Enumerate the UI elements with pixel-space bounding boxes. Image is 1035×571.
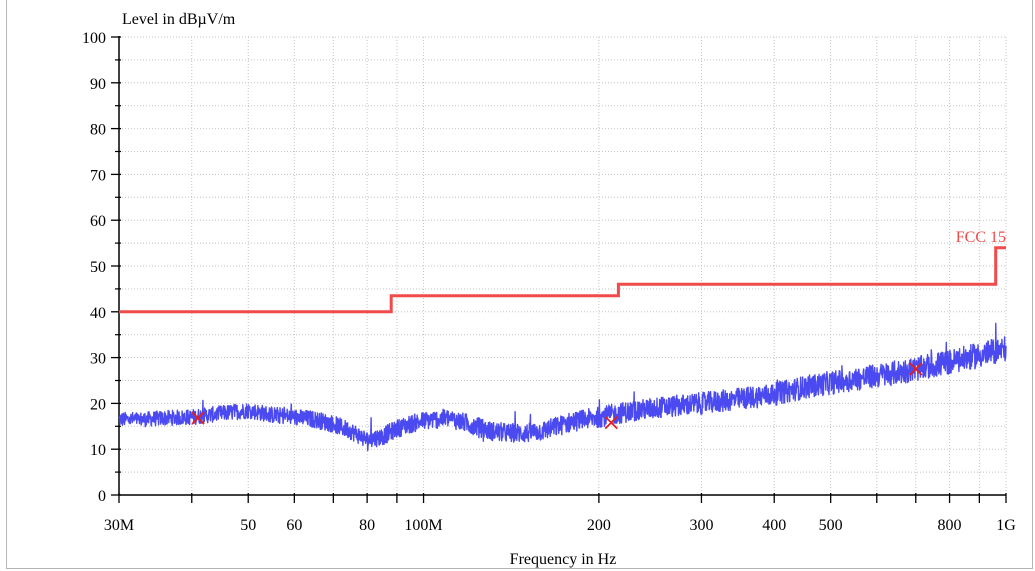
peak-marker — [604, 415, 618, 430]
x-tick-label: 60 — [286, 517, 302, 534]
limit-line-label: FCC 15 — [956, 229, 1006, 246]
y-tick-label: 80 — [90, 122, 106, 139]
y-tick-label: 10 — [90, 442, 106, 459]
peak-marker — [909, 362, 923, 376]
x-tick-label: 30M — [104, 517, 134, 534]
y-tick-label: 30 — [90, 351, 106, 368]
y-tick-label: 50 — [90, 259, 106, 276]
y-tick-label: 90 — [90, 76, 106, 93]
peak-marker-stroke — [191, 411, 205, 425]
x-tick-label: 200 — [587, 517, 611, 534]
x-axis-title: Frequency in Hz — [510, 551, 617, 568]
x-tick-label: 400 — [762, 517, 786, 534]
y-tick-label: 70 — [90, 167, 106, 184]
series-group — [118, 246, 1007, 452]
y-axis-title: Level in dBµV/m — [122, 11, 236, 28]
x-tick-label: 800 — [938, 517, 962, 534]
axes: 0 10 20 30 40 50 60 70 80 90 100 30M 50 60 80 100M 200 30… — [82, 30, 1016, 534]
x-tick-label: 1G — [996, 517, 1016, 534]
x-tick-label: 80 — [359, 517, 375, 534]
x-tick-label: 100M — [404, 517, 442, 534]
x-tick-label: 500 — [819, 517, 843, 534]
peak-marker-stroke — [604, 415, 618, 430]
y-tick-label: 0 — [98, 488, 106, 505]
x-tick-label: 300 — [689, 517, 713, 534]
y-tick-label: 40 — [90, 305, 106, 322]
peak-marker — [191, 411, 205, 425]
y-tick-label: 100 — [82, 30, 106, 47]
peak-marker-stroke — [909, 362, 923, 376]
measurement-trace — [118, 322, 1007, 452]
limit-line-fcc15 — [119, 246, 1006, 314]
markers-group — [191, 362, 923, 430]
y-tick-label: 60 — [90, 213, 106, 230]
y-tick-label: 20 — [90, 396, 106, 413]
x-tick-label: 50 — [240, 517, 256, 534]
